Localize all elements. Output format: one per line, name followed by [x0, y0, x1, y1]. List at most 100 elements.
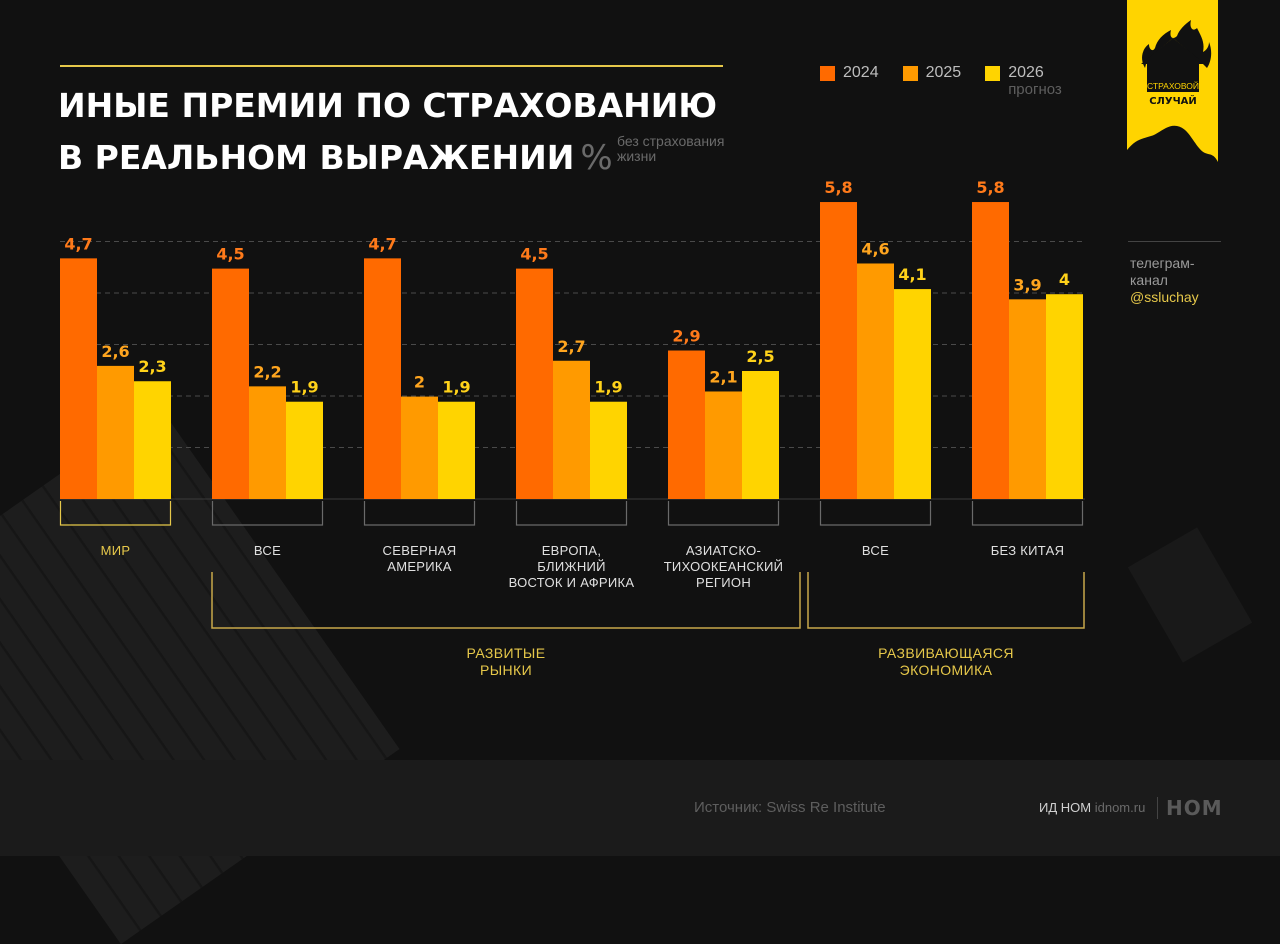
data-label: 2,6 [101, 342, 129, 361]
subtitle-line-2: жизни [617, 148, 657, 164]
publisher-divider [1157, 797, 1158, 819]
title-line-1: ИНЫЕ ПРЕМИИ ПО СТРАХОВАНИЮ [58, 86, 718, 125]
data-label: 2,3 [138, 357, 166, 376]
bar-2025 [857, 263, 894, 499]
legend-item-2024: 2024 [820, 64, 879, 98]
category-bracket [667, 501, 780, 526]
data-label: 5,8 [976, 178, 1004, 197]
bar-2024 [60, 258, 97, 499]
bar-2025 [97, 365, 134, 499]
category-label-line: ТИХООКЕАНСКИЙ [663, 559, 784, 574]
flame-icon [1142, 20, 1212, 68]
data-label: 2 [414, 373, 425, 392]
legend-item-2026: 2026 прогноз [985, 64, 1062, 98]
title-line-2-text: В РЕАЛЬНОМ ВЫРАЖЕНИИ [58, 138, 575, 177]
telegram-block: телеграм- канал @ssluchay [1130, 255, 1199, 306]
category-label-line: АЗИАТСКО- [685, 543, 762, 558]
publisher-logo: НОМ [1166, 796, 1223, 820]
category-label-line: ВСЕ [253, 543, 282, 558]
bar-2024 [516, 268, 553, 499]
bar-2026 [742, 371, 779, 499]
data-label: 2,1 [709, 367, 737, 386]
category-label-line: МИР [100, 543, 131, 558]
logo-text-2: СЛУЧАЙ [1149, 94, 1197, 107]
category-bracket [59, 501, 172, 526]
category-bracket [971, 501, 1084, 526]
subtitle-line-1: без страхования [617, 133, 725, 149]
title-line-2: В РЕАЛЬНОМ ВЫРАЖЕНИИ% [58, 132, 717, 184]
bar-2026 [894, 289, 931, 499]
house-icon [1141, 38, 1205, 92]
title-accent-line [60, 65, 723, 67]
bar-2025 [1009, 299, 1046, 499]
category-bracket [515, 501, 628, 526]
category-bracket [363, 501, 476, 526]
category-label: ЕВРОПА, БЛИЖНИЙ ВОСТОК И АФРИКА [492, 543, 652, 591]
bar-2025 [249, 386, 286, 499]
telegram-handle-link[interactable]: @ssluchay [1130, 289, 1199, 305]
data-label: 5,8 [824, 178, 852, 197]
category-label-line: АМЕРИКА [387, 559, 452, 574]
category-label: ВСЕ [188, 543, 348, 559]
footer-band [0, 760, 1280, 856]
category-label: ВСЕ [796, 543, 956, 559]
bar-2024 [364, 258, 401, 499]
brand-logo: СТРАХОВОЙ СЛУЧАЙ [1127, 0, 1218, 162]
category-label: БЕЗ КИТАЯ [948, 543, 1108, 559]
data-label: 1,9 [594, 378, 622, 397]
category-label: АЗИАТСКО- ТИХООКЕАНСКИЙ РЕГИОН [644, 543, 804, 591]
bar-2026 [438, 401, 475, 499]
bar-2026 [1046, 294, 1083, 499]
data-label: 2,9 [672, 327, 700, 346]
legend-label-2026-sub: прогноз [1008, 81, 1062, 98]
category-label-line: БЛИЖНИЙ [537, 559, 606, 574]
bar-2026 [134, 381, 171, 499]
publisher-url-link[interactable]: idnom.ru [1094, 800, 1146, 815]
category-label: МИР [36, 543, 196, 559]
bar-2024 [212, 268, 249, 499]
logo-text-1: СТРАХОВОЙ [1147, 80, 1199, 91]
category-label-line: БЕЗ КИТАЯ [990, 543, 1065, 558]
data-label: 3,9 [1013, 275, 1041, 294]
publisher: ИД НОМ idnom.ru [1039, 800, 1145, 815]
group-label-line: ЭКОНОМИКА [899, 662, 993, 678]
data-label: 1,9 [290, 378, 318, 397]
group-label: РАЗВИТЫЕ РЫНКИ [396, 645, 616, 679]
bar-2024 [668, 350, 705, 499]
data-label: 1,9 [442, 378, 470, 397]
data-label: 2,2 [253, 362, 281, 381]
page-title: ИНЫЕ ПРЕМИИ ПО СТРАХОВАНИЮ В РЕАЛЬНОМ ВЫ… [58, 80, 717, 184]
category-label-line: РЕГИОН [695, 575, 752, 590]
category-label: СЕВЕРНАЯ АМЕРИКА [340, 543, 500, 575]
data-label: 4,5 [520, 245, 548, 264]
telegram-divider [1128, 241, 1221, 242]
group-bracket [807, 572, 1085, 629]
telegram-label-2: канал [1130, 272, 1168, 288]
legend-swatch-2026 [985, 66, 1001, 81]
group-label-line: РЫНКИ [479, 662, 533, 678]
chart-legend: 2024 2025 2026 прогноз [820, 64, 1086, 98]
unit-label: % [580, 138, 613, 178]
group-label-line: РАЗВИТЫЕ [466, 645, 546, 661]
group-bracket [211, 572, 801, 629]
data-label: 4,5 [216, 245, 244, 264]
legend-label-2026-year: 2026 [1008, 64, 1044, 81]
legend-label-2026: 2026 прогноз [1008, 64, 1062, 98]
data-label: 4,7 [64, 234, 92, 253]
data-label: 2,7 [557, 337, 585, 356]
legend-label-2024: 2024 [843, 64, 879, 81]
legend-item-2025: 2025 [902, 64, 962, 98]
publisher-name: ИД НОМ [1039, 800, 1092, 815]
legend-swatch-2025 [902, 66, 918, 81]
category-label-line: ВОСТОК И АФРИКА [508, 575, 635, 590]
telegram-label-1: телеграм- [1130, 255, 1195, 271]
category-bracket [211, 501, 324, 526]
data-label: 4,6 [861, 239, 889, 258]
bar-2026 [286, 401, 323, 499]
legend-label-2025: 2025 [925, 64, 962, 81]
data-label: 4,1 [898, 265, 926, 284]
category-label-line: ЕВРОПА, [541, 543, 602, 558]
category-bracket [819, 501, 932, 526]
bar-2025 [553, 360, 590, 499]
bar-chart: 4,7 2,6 2,3 4,5 2,2 1,9 4,7 2 1,9 4,5 2,7 1,9 2,9 2,1… [59, 178, 1085, 629]
